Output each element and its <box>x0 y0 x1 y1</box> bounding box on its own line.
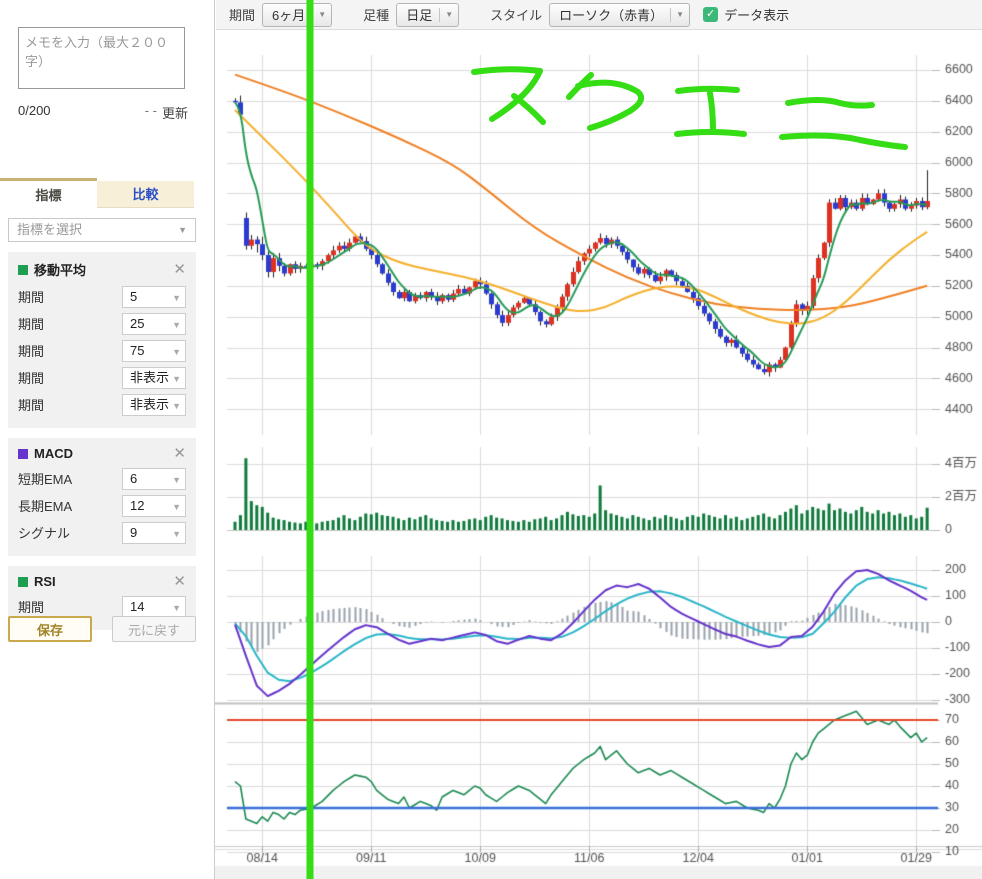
rsi-row-1: 期間 14 ▼ <box>18 593 186 620</box>
ma-row-3: 期間 75 ▼ <box>18 337 186 364</box>
macd-color-swatch <box>18 448 28 459</box>
chevron-down-icon: ▼ <box>172 501 181 512</box>
macd-signal-select[interactable]: 9 ▼ <box>122 521 186 544</box>
chevron-down-icon: ▼ <box>439 7 458 22</box>
panel-title: 移動平均 <box>34 263 87 278</box>
ma-period5-select[interactable]: 非表示 ▼ <box>122 393 186 416</box>
memo-update-button[interactable]: 更新 <box>161 106 188 121</box>
chevron-down-icon: ▼ <box>312 7 331 22</box>
sidebar: 0/200 - - 更新 指標 比較 指標を選択 ▼ 移動平均 ✕ 期間 5▼ <box>0 0 215 879</box>
ma-color-swatch <box>18 264 28 275</box>
row-label: シグナル <box>18 526 71 541</box>
data-display-label: データ表示 <box>724 8 790 23</box>
save-button[interactable]: 保存 <box>8 616 92 642</box>
macd-long-ema-select[interactable]: 12 ▼ <box>122 494 186 517</box>
chevron-down-icon: ▼ <box>172 319 181 330</box>
style-dropdown[interactable]: ローソク（赤青） ▼ <box>549 2 691 27</box>
indicator-panels: 移動平均 ✕ 期間 5 ▼ 期間 25 ▼ 期間 75 ▼ 期間 非表示 ▼ <box>8 252 196 640</box>
chevron-down-icon: ▼ <box>172 400 181 411</box>
sidebar-tabs: 指標 比較 <box>0 178 194 208</box>
chart-toolbar: 期間 6ヶ月 ▼ 足種 日足 ▼ スタイル ローソク（赤青） ▼ ✓ データ表示 <box>216 0 982 30</box>
macd-short-ema-select[interactable]: 6 ▼ <box>122 467 186 490</box>
memo-input[interactable] <box>18 27 185 89</box>
row-label: 期間 <box>18 344 45 359</box>
row-label: 期間 <box>18 317 45 332</box>
macd-row-2: 長期EMA 12 ▼ <box>18 492 186 519</box>
chevron-down-icon: ▼ <box>172 373 181 384</box>
chevron-down-icon: ▼ <box>172 474 181 485</box>
chevron-down-icon: ▼ <box>178 225 187 235</box>
indicator-select[interactable]: 指標を選択 ▼ <box>8 218 196 242</box>
ma-row-5: 期間 非表示 ▼ <box>18 391 186 418</box>
ma-period1-select[interactable]: 5 ▼ <box>122 285 186 308</box>
panel-moving-average: 移動平均 ✕ 期間 5 ▼ 期間 25 ▼ 期間 75 ▼ 期間 非表示 ▼ <box>8 252 196 428</box>
bar-type-label: 足種 <box>363 8 390 23</box>
ma-period4-select[interactable]: 非表示 ▼ <box>122 366 186 389</box>
period-label: 期間 <box>229 8 256 23</box>
close-icon[interactable]: ✕ <box>173 261 186 278</box>
chevron-down-icon: ▼ <box>670 7 689 22</box>
ma-row-1: 期間 5 ▼ <box>18 283 186 310</box>
ma-period3-select[interactable]: 75 ▼ <box>122 339 186 362</box>
period-dropdown[interactable]: 6ヶ月 ▼ <box>262 2 333 27</box>
panel-title: MACD <box>34 446 73 461</box>
memo-updated-placeholder: - - <box>144 103 157 118</box>
bar-type-dropdown[interactable]: 日足 ▼ <box>396 2 460 27</box>
revert-button[interactable]: 元に戻す <box>112 616 196 642</box>
chevron-down-icon: ▼ <box>172 346 181 357</box>
row-label: 期間 <box>18 371 45 386</box>
row-label: 期間 <box>18 600 45 615</box>
chevron-down-icon: ▼ <box>172 602 181 613</box>
close-icon[interactable]: ✕ <box>173 445 186 462</box>
macd-row-3: シグナル 9 ▼ <box>18 519 186 546</box>
chevron-down-icon: ▼ <box>172 528 181 539</box>
row-label: 短期EMA <box>18 472 73 487</box>
macd-row-1: 短期EMA 6 ▼ <box>18 465 186 492</box>
row-label: 長期EMA <box>18 499 73 514</box>
panel-title: RSI <box>34 574 56 589</box>
row-label: 期間 <box>18 290 45 305</box>
chevron-down-icon: ▼ <box>172 292 181 303</box>
indicator-select-placeholder: 指標を選択 <box>17 222 83 237</box>
rsi-period-select[interactable]: 14 ▼ <box>122 595 186 618</box>
memo-counter: 0/200 <box>18 103 51 118</box>
ma-period2-select[interactable]: 25 ▼ <box>122 312 186 335</box>
rsi-color-swatch <box>18 576 28 587</box>
tab-compare[interactable]: 比較 <box>97 181 194 208</box>
ma-row-4: 期間 非表示 ▼ <box>18 364 186 391</box>
sidebar-buttons: 保存 元に戻す <box>8 616 196 642</box>
data-display-checkbox[interactable]: ✓ <box>703 7 719 22</box>
tab-indicators[interactable]: 指標 <box>0 178 97 208</box>
close-icon[interactable]: ✕ <box>173 573 186 590</box>
memo-status-row: 0/200 - - 更新 <box>18 103 188 122</box>
ma-row-2: 期間 25 ▼ <box>18 310 186 337</box>
row-label: 期間 <box>18 398 45 413</box>
stock-chart-canvas[interactable] <box>215 30 982 879</box>
style-label: スタイル <box>490 8 543 23</box>
panel-macd: MACD ✕ 短期EMA 6 ▼ 長期EMA 12 ▼ シグナル 9 ▼ <box>8 438 196 556</box>
